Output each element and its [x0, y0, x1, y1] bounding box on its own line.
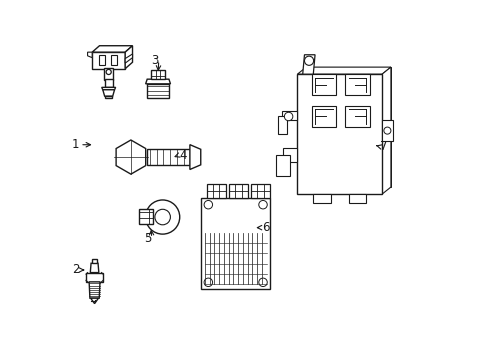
- Text: 2: 2: [72, 264, 80, 276]
- FancyBboxPatch shape: [104, 79, 112, 87]
- FancyBboxPatch shape: [345, 74, 369, 95]
- Polygon shape: [348, 194, 366, 203]
- FancyBboxPatch shape: [110, 55, 117, 65]
- Polygon shape: [89, 282, 100, 298]
- FancyBboxPatch shape: [92, 259, 97, 263]
- Polygon shape: [305, 67, 390, 187]
- FancyBboxPatch shape: [151, 70, 165, 79]
- Polygon shape: [381, 120, 392, 141]
- Polygon shape: [86, 273, 103, 282]
- Polygon shape: [102, 87, 115, 90]
- Polygon shape: [90, 263, 99, 273]
- Circle shape: [145, 200, 180, 234]
- Polygon shape: [90, 298, 98, 303]
- Polygon shape: [102, 90, 114, 96]
- Circle shape: [106, 69, 111, 75]
- FancyBboxPatch shape: [228, 184, 248, 198]
- Polygon shape: [125, 54, 132, 63]
- FancyBboxPatch shape: [147, 84, 168, 98]
- Text: 4: 4: [179, 149, 186, 162]
- Circle shape: [203, 278, 212, 287]
- Polygon shape: [297, 74, 381, 194]
- Text: 6: 6: [262, 221, 269, 234]
- Polygon shape: [281, 111, 297, 120]
- FancyBboxPatch shape: [206, 184, 225, 198]
- FancyBboxPatch shape: [139, 208, 153, 224]
- Circle shape: [258, 201, 267, 209]
- Text: 7: 7: [379, 140, 387, 153]
- Polygon shape: [381, 67, 390, 194]
- FancyBboxPatch shape: [147, 149, 189, 165]
- Circle shape: [304, 56, 313, 66]
- Polygon shape: [276, 155, 290, 176]
- Circle shape: [383, 127, 390, 134]
- FancyBboxPatch shape: [105, 96, 112, 98]
- Polygon shape: [92, 52, 125, 69]
- Polygon shape: [313, 194, 330, 203]
- Polygon shape: [92, 46, 132, 52]
- Polygon shape: [116, 140, 145, 174]
- FancyBboxPatch shape: [104, 68, 113, 80]
- Polygon shape: [297, 67, 390, 74]
- Text: 5: 5: [143, 232, 151, 245]
- Polygon shape: [302, 55, 314, 74]
- Polygon shape: [87, 52, 92, 58]
- Circle shape: [258, 278, 267, 287]
- Circle shape: [155, 209, 170, 225]
- FancyBboxPatch shape: [311, 74, 336, 95]
- Polygon shape: [278, 117, 286, 134]
- Text: 3: 3: [150, 54, 158, 67]
- Polygon shape: [201, 198, 269, 289]
- Polygon shape: [125, 46, 132, 69]
- Polygon shape: [189, 145, 201, 170]
- FancyBboxPatch shape: [99, 55, 105, 65]
- Text: 1: 1: [72, 138, 80, 151]
- Polygon shape: [283, 148, 297, 162]
- FancyBboxPatch shape: [345, 106, 369, 127]
- FancyBboxPatch shape: [311, 106, 336, 127]
- Polygon shape: [145, 79, 170, 84]
- FancyBboxPatch shape: [250, 184, 270, 198]
- Circle shape: [284, 112, 292, 121]
- Circle shape: [203, 201, 212, 209]
